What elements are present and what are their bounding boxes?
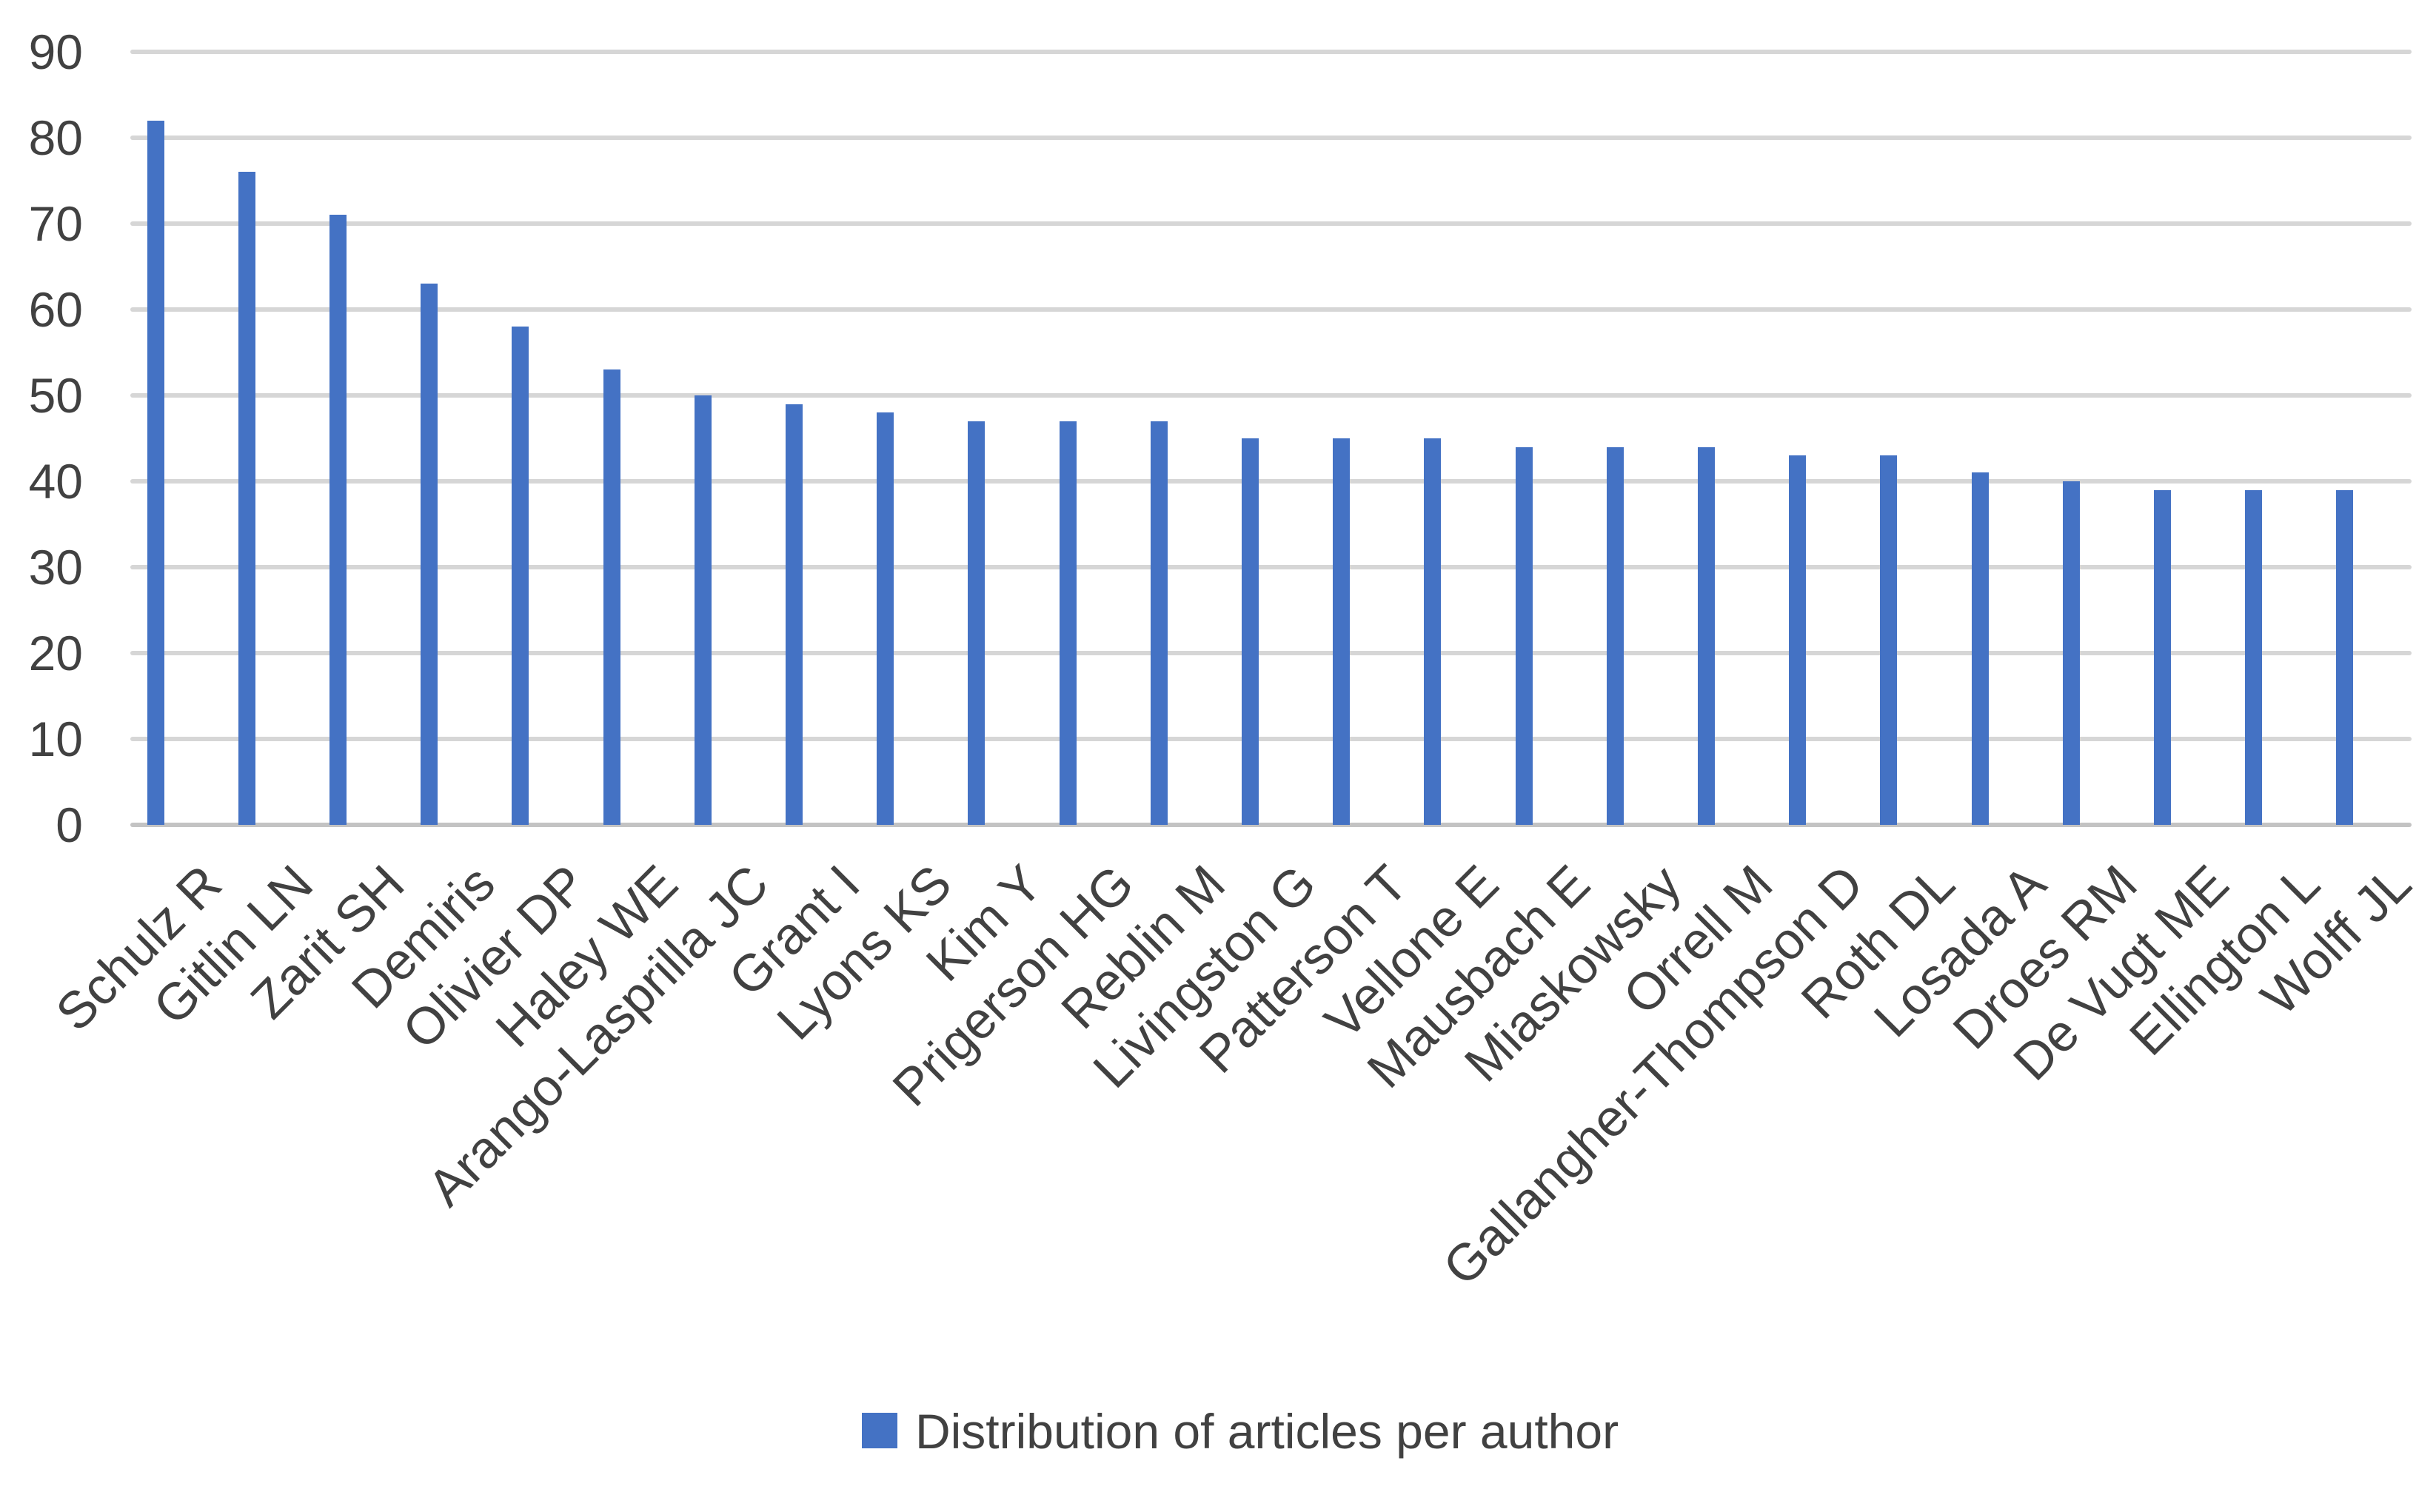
gridline xyxy=(130,50,2412,54)
bar xyxy=(603,369,620,825)
bar xyxy=(2245,489,2263,825)
bar xyxy=(2336,489,2354,825)
gridline xyxy=(130,393,2412,398)
bar xyxy=(238,172,255,825)
bar xyxy=(421,284,438,825)
bar xyxy=(694,395,712,825)
gridline xyxy=(130,307,2412,312)
legend-label: Distribution of articles per author xyxy=(914,1404,1619,1459)
bar xyxy=(1880,455,1898,825)
bar xyxy=(512,327,529,825)
x-axis-baseline xyxy=(130,823,2412,827)
y-tick-label: 10 xyxy=(28,712,83,766)
y-tick-label: 50 xyxy=(28,368,83,423)
bar xyxy=(1333,438,1351,825)
bar xyxy=(1424,438,1442,825)
bar xyxy=(1515,446,1533,825)
bar xyxy=(1059,421,1077,825)
legend-swatch-icon xyxy=(861,1413,897,1448)
bar xyxy=(1697,446,1715,825)
bar xyxy=(147,120,164,825)
y-tick-label: 80 xyxy=(28,110,83,165)
y-tick-label: 90 xyxy=(28,24,83,79)
gridline xyxy=(130,651,2412,655)
bar xyxy=(877,412,894,825)
bar xyxy=(1971,472,1989,825)
bar xyxy=(968,421,986,825)
bar xyxy=(1606,446,1624,825)
y-tick-label: 0 xyxy=(56,797,83,852)
y-tick-label: 20 xyxy=(28,626,83,680)
bar xyxy=(1150,421,1168,825)
y-tick-label: 40 xyxy=(28,454,83,509)
y-tick-label: 70 xyxy=(28,196,83,251)
bar xyxy=(1241,438,1259,825)
gridline xyxy=(130,136,2412,140)
legend: Distribution of articles per author xyxy=(22,1404,2436,1459)
y-tick-label: 30 xyxy=(28,540,83,595)
bar xyxy=(785,404,803,825)
gridline xyxy=(130,565,2412,569)
gridline xyxy=(130,737,2412,741)
bar xyxy=(1789,455,1807,825)
y-tick-label: 60 xyxy=(28,282,83,337)
gridline xyxy=(130,479,2412,484)
bar xyxy=(2153,489,2171,825)
bar xyxy=(2062,481,2080,825)
bar xyxy=(329,215,347,825)
gridline xyxy=(130,221,2412,226)
